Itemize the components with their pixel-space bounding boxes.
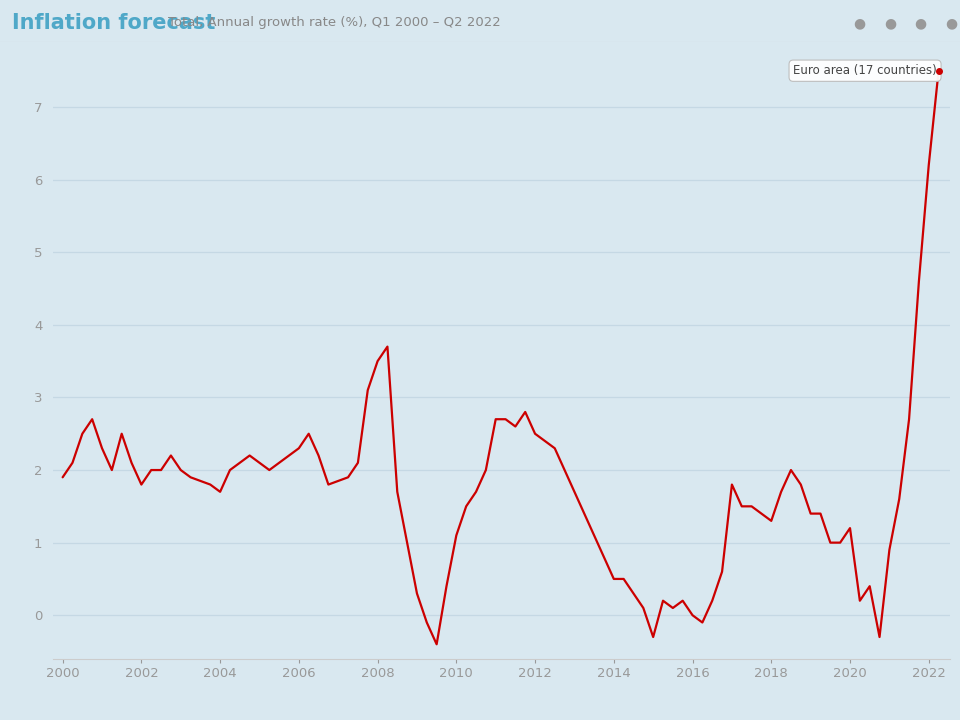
Text: ●: ●	[946, 16, 957, 30]
Text: Inflation forecast: Inflation forecast	[12, 13, 216, 33]
Text: ●: ●	[884, 16, 896, 30]
Text: Total, Annual growth rate (%), Q1 2000 – Q2 2022: Total, Annual growth rate (%), Q1 2000 –…	[168, 17, 501, 30]
Text: ●: ●	[853, 16, 865, 30]
Text: ●: ●	[915, 16, 926, 30]
Text: Euro area (17 countries): Euro area (17 countries)	[793, 64, 937, 77]
